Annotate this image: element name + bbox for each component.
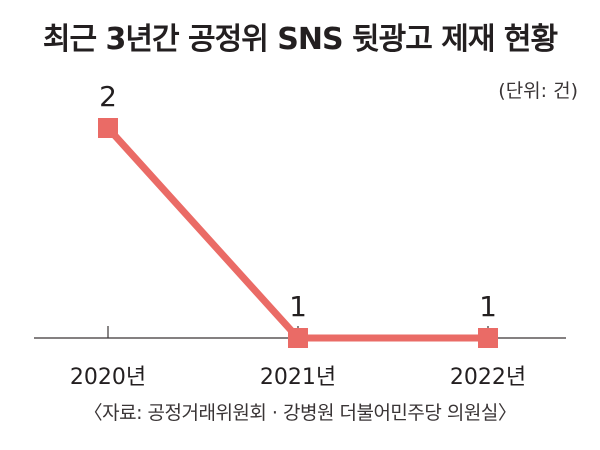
source-note: 〈자료: 공정거래위원회 · 강병원 더불어민주당 의원실〉 (83, 402, 517, 424)
data-label: 2 (99, 80, 117, 113)
x-tick-label: 2021년 (260, 365, 336, 390)
x-tick-label: 2020년 (70, 365, 146, 390)
unit-label: (단위: 건) (498, 80, 578, 102)
data-point-marker (478, 328, 498, 348)
data-label: 1 (479, 290, 497, 323)
x-tick-label: 2022년 (450, 365, 526, 390)
data-point-marker (98, 118, 118, 138)
chart-title: 최근 3년간 공정위 SNS 뒷광고 제재 현황 (42, 22, 558, 57)
data-point-marker (288, 328, 308, 348)
data-label: 1 (289, 290, 307, 323)
